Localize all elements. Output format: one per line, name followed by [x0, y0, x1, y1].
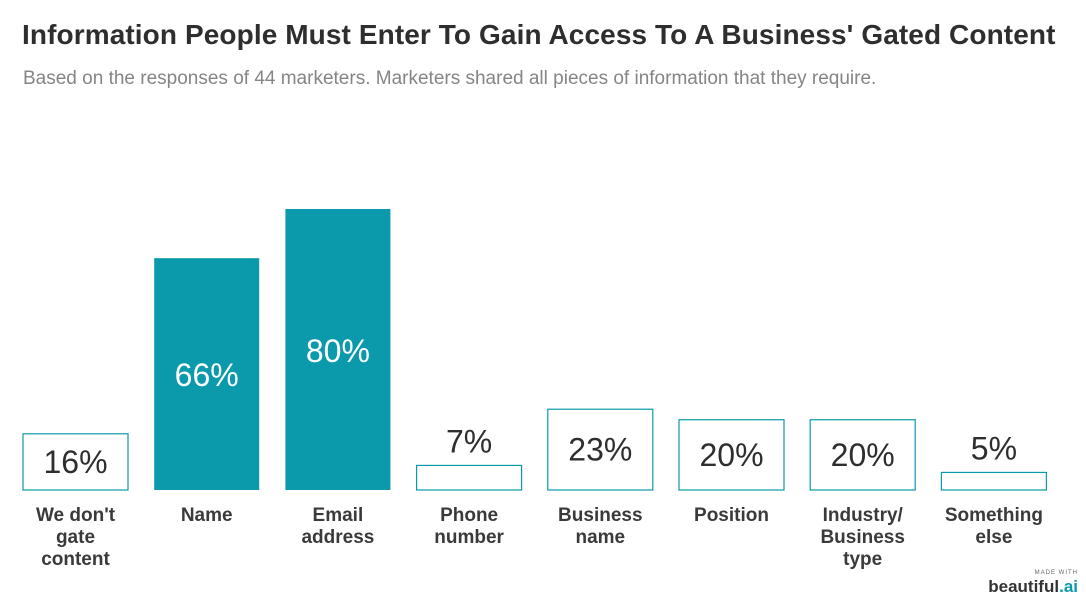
bar-4 [547, 408, 654, 491]
category-label-5: Position [694, 505, 769, 526]
value-label-7: 5% [971, 430, 1017, 466]
bar-2 [285, 209, 391, 490]
value-label-0: 16% [43, 444, 107, 480]
category-label-6: Industry/Business type [820, 505, 904, 570]
category-label-4: Business name [558, 505, 642, 548]
watermark-brand-suffix: .ai [1059, 577, 1078, 596]
category-label-2: Email address [301, 505, 374, 548]
category-label-0: We don't gate content [36, 505, 116, 570]
value-label-6: 20% [831, 437, 895, 473]
bar-7 [940, 471, 1048, 491]
chart-subtitle: Based on the responses of 44 marketers. … [23, 68, 877, 89]
watermark-brand: beautiful.ai [988, 578, 1078, 595]
value-label-4: 23% [568, 432, 632, 468]
value-label-3: 7% [446, 423, 492, 459]
category-label-7: Something else [945, 505, 1043, 548]
chart-title: Information People Must Enter To Gain Ac… [22, 19, 1056, 50]
value-label-2: 80% [306, 333, 370, 369]
watermark-made-with: MADE WITH [1034, 570, 1078, 576]
bar-0 [22, 433, 129, 491]
watermark-brand-name: beautiful [988, 577, 1060, 596]
bar-3 [416, 464, 523, 491]
bar-6 [809, 419, 916, 491]
made-with-beautiful-ai-logo: MADE WITH beautiful.ai [988, 570, 1078, 595]
value-label-5: 20% [699, 437, 763, 473]
category-label-1: Name [181, 505, 233, 526]
value-label-1: 66% [175, 357, 239, 393]
category-label-3: Phone number [434, 505, 504, 548]
bar-5 [678, 419, 785, 491]
bar-1 [154, 258, 260, 490]
